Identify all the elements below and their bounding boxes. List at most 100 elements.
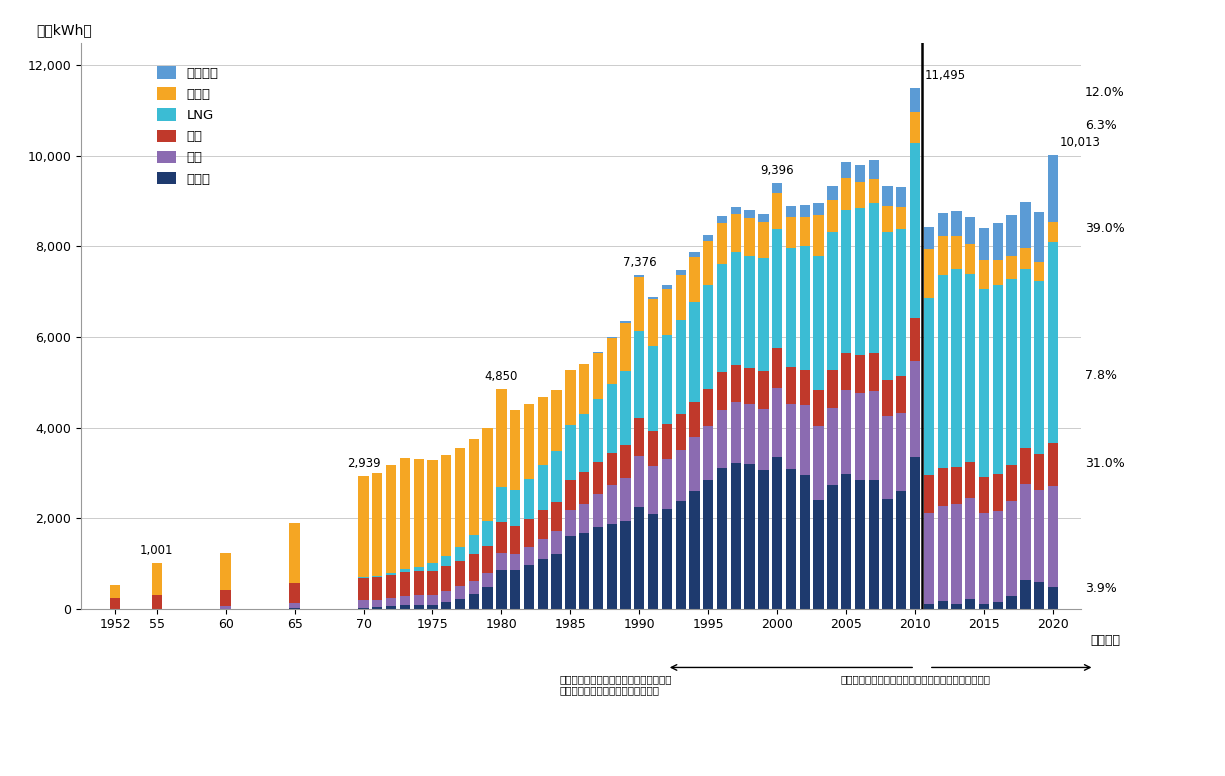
- Text: 2,939: 2,939: [347, 456, 380, 469]
- Text: 資源エネルギー庁「総合エネルギー統計」を基に作成: 資源エネルギー庁「総合エネルギー統計」を基に作成: [840, 674, 991, 684]
- Bar: [717, 223, 728, 264]
- Bar: [965, 599, 975, 608]
- Bar: [648, 300, 658, 345]
- Bar: [386, 575, 396, 598]
- Bar: [965, 498, 975, 599]
- Bar: [1034, 454, 1045, 490]
- Bar: [606, 338, 617, 383]
- Bar: [910, 457, 920, 608]
- Bar: [813, 426, 823, 500]
- Bar: [730, 252, 741, 365]
- Bar: [620, 323, 631, 371]
- Bar: [690, 438, 699, 491]
- Bar: [662, 509, 673, 608]
- Bar: [510, 554, 521, 570]
- Bar: [1007, 255, 1017, 279]
- Bar: [800, 370, 810, 405]
- Bar: [800, 217, 810, 246]
- Bar: [496, 553, 507, 570]
- Bar: [579, 504, 589, 533]
- Bar: [399, 596, 410, 605]
- Bar: [662, 459, 673, 509]
- Bar: [827, 486, 838, 608]
- Bar: [882, 499, 893, 608]
- Bar: [469, 581, 479, 594]
- Bar: [882, 186, 893, 206]
- Bar: [289, 523, 300, 583]
- Bar: [992, 223, 1003, 260]
- Bar: [454, 587, 466, 598]
- Bar: [703, 285, 713, 389]
- Bar: [1047, 587, 1058, 608]
- Bar: [785, 404, 796, 469]
- Bar: [869, 203, 878, 353]
- Bar: [952, 605, 962, 608]
- Bar: [469, 554, 479, 581]
- Bar: [952, 268, 962, 467]
- Bar: [952, 504, 962, 605]
- Bar: [1007, 501, 1017, 596]
- Bar: [952, 211, 962, 236]
- Bar: [386, 606, 396, 608]
- Bar: [579, 533, 589, 608]
- Text: 資源エネルギー庁「電源開発の概要」、
「電力供給計画の概要」を基に作成: 資源エネルギー庁「電源開発の概要」、 「電力供給計画の概要」を基に作成: [560, 674, 673, 695]
- Text: 7,376: 7,376: [622, 256, 657, 268]
- Bar: [758, 258, 768, 371]
- Bar: [703, 389, 713, 426]
- Bar: [359, 476, 369, 577]
- Bar: [441, 455, 452, 556]
- Bar: [882, 233, 893, 379]
- Bar: [372, 577, 382, 600]
- Bar: [414, 595, 424, 605]
- Bar: [662, 289, 673, 334]
- Bar: [593, 399, 603, 462]
- Bar: [1020, 449, 1030, 484]
- Bar: [690, 302, 699, 402]
- Bar: [827, 186, 838, 200]
- Bar: [372, 600, 382, 608]
- Bar: [717, 217, 728, 223]
- Bar: [772, 388, 783, 457]
- Bar: [510, 570, 521, 608]
- Bar: [551, 554, 562, 608]
- Bar: [924, 297, 933, 476]
- Bar: [1020, 248, 1030, 269]
- Bar: [648, 296, 658, 300]
- Bar: [924, 604, 933, 608]
- Bar: [965, 217, 975, 244]
- Bar: [979, 289, 990, 476]
- Bar: [717, 410, 728, 468]
- Bar: [772, 457, 783, 608]
- Bar: [785, 469, 796, 608]
- Bar: [758, 214, 768, 223]
- Bar: [965, 244, 975, 274]
- Text: 31.0%: 31.0%: [1084, 457, 1125, 470]
- Bar: [579, 473, 589, 504]
- Bar: [510, 490, 521, 526]
- Bar: [772, 228, 783, 348]
- Bar: [648, 431, 658, 466]
- Bar: [551, 532, 562, 554]
- Bar: [979, 228, 990, 260]
- Bar: [620, 371, 631, 445]
- Bar: [635, 456, 644, 507]
- Bar: [690, 257, 699, 302]
- Bar: [635, 277, 644, 331]
- Bar: [842, 353, 851, 390]
- Bar: [1034, 212, 1045, 262]
- Bar: [855, 393, 865, 480]
- Bar: [745, 218, 755, 256]
- Bar: [690, 402, 699, 438]
- Bar: [675, 270, 686, 275]
- Bar: [220, 553, 230, 590]
- Bar: [842, 390, 851, 473]
- Text: 6.3%: 6.3%: [1084, 119, 1116, 132]
- Bar: [524, 519, 534, 548]
- Bar: [979, 260, 990, 289]
- Bar: [690, 251, 699, 257]
- Bar: [1034, 490, 1045, 582]
- Bar: [454, 448, 466, 546]
- Bar: [703, 426, 713, 480]
- Bar: [399, 570, 410, 573]
- Bar: [593, 494, 603, 527]
